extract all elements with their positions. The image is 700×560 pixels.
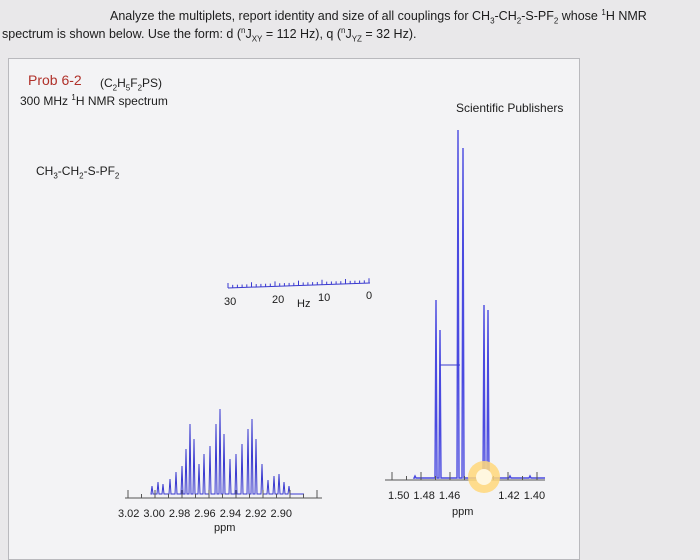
text: 2 <box>137 83 143 93</box>
hz-scale <box>227 278 371 289</box>
molecule: CH3-CH2-S-PF2 <box>36 164 119 180</box>
text: = 112 Hz), q ( <box>262 27 341 42</box>
question-line: Analyze the multiplets, report identity … <box>110 8 647 26</box>
doublet <box>412 129 545 479</box>
ppm-tick-label: 3.02 <box>118 508 140 520</box>
formula: (C2H5F2PS) <box>100 76 162 92</box>
text: -S-PF <box>83 164 115 178</box>
question-line: spectrum is shown below. Use the form: d… <box>2 26 416 44</box>
text: F <box>130 76 138 90</box>
ppm-tick-label: 2.94 <box>219 508 242 520</box>
text: = 32 Hz). <box>361 27 417 42</box>
text: 5 <box>125 83 131 93</box>
text: CH <box>36 164 54 178</box>
text: 300 MHz <box>20 94 72 108</box>
scale-label: 30 <box>224 296 237 308</box>
ppm-tick-label: 1.50 <box>388 490 410 502</box>
text: 2 <box>516 16 522 26</box>
ppm-axis <box>385 472 545 481</box>
text: 2 <box>553 16 559 26</box>
text: J <box>345 27 352 42</box>
text: YZ <box>351 34 362 44</box>
text: 3 <box>490 16 495 26</box>
ppm-tick-label: 2.92 <box>245 508 267 520</box>
text: -CH <box>494 9 517 24</box>
scale-label: 20 <box>272 294 285 306</box>
publisher: Scientific Publishers <box>456 101 564 115</box>
text: -S-PF <box>521 9 554 24</box>
text: PS) <box>142 76 163 90</box>
axis-unit: ppm <box>452 506 474 518</box>
text: 2 <box>79 171 84 181</box>
page: {"question": { "line1": ["Analyze the mu… <box>2 8 647 560</box>
text: Analyze the multiplets, report identity … <box>110 9 491 24</box>
scale-label: 10 <box>318 292 331 304</box>
ppm-tick-label: 2.98 <box>168 508 191 520</box>
ppm-tick-label: 1.48 <box>413 490 435 502</box>
text: J <box>245 27 252 42</box>
text: H NMR <box>605 9 647 24</box>
text: 3 <box>53 171 58 181</box>
text: n <box>340 26 346 35</box>
text: 2 <box>114 171 120 181</box>
subtitle: 300 MHz 1H NMR spectrum <box>20 93 168 108</box>
ppm-tick-label: 1.40 <box>523 490 546 502</box>
ppm-tick-label: 2.90 <box>270 508 292 520</box>
ppm-tick-label: 1.46 <box>438 490 461 502</box>
text: whose <box>558 9 602 24</box>
ppm-tick-labels: 3.02 3.00 2.98 2.96 2.94 2.92 2.90 <box>118 508 296 520</box>
ppm-tick-label: 3.00 <box>143 508 165 520</box>
text: 1 <box>71 93 76 102</box>
text: H NMR spectrum <box>75 94 168 108</box>
text: -CH <box>57 164 80 178</box>
text: 2 <box>112 83 118 93</box>
text: 1 <box>601 8 606 17</box>
text: XY <box>251 34 263 44</box>
problem-label: Prob 6-2 <box>28 72 82 88</box>
text: H <box>117 76 126 90</box>
axis-unit: ppm <box>214 522 236 534</box>
ppm-axis <box>125 490 322 499</box>
glare <box>476 469 492 485</box>
ppm-tick-labels: 1.50 1.48 1.46 1.42 1.40 <box>388 490 549 502</box>
text: (C <box>100 76 113 90</box>
spectrum <box>125 129 545 499</box>
scale-label: Hz <box>297 298 311 310</box>
text: n <box>240 26 246 35</box>
ppm-tick-label: 2.96 <box>194 508 216 520</box>
scale-label: 0 <box>366 290 373 302</box>
ppm-tick-label: 1.42 <box>498 490 520 502</box>
text: spectrum is shown below. Use the form: d… <box>2 27 241 42</box>
multiplet <box>150 408 304 495</box>
